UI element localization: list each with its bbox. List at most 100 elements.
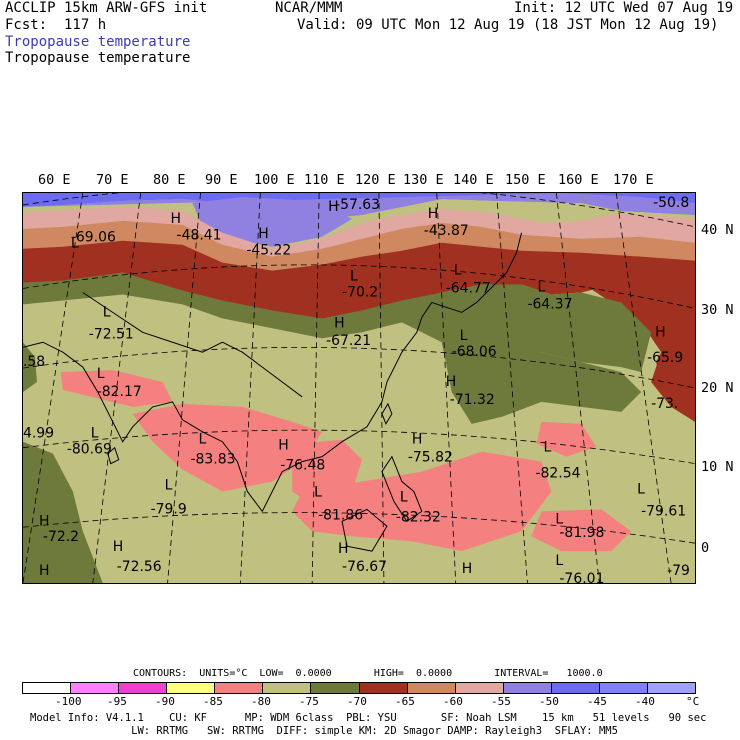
extremum-value: -82.32 <box>396 509 441 525</box>
region-minus85-philippines <box>292 451 552 552</box>
meridian-140e <box>496 193 528 583</box>
extremum-value: -65.9 <box>647 350 683 366</box>
extremum-label: L <box>314 484 322 500</box>
extremum-label: L <box>91 426 99 442</box>
extremum-value: -76.01 <box>559 571 604 584</box>
lon-label-100e: 100 E <box>254 172 295 188</box>
lon-label-90e: 90 E <box>205 172 238 188</box>
extremum-label: L <box>460 328 468 344</box>
extremum-value: -70.2 <box>342 284 378 300</box>
lon-label-60e: 60 E <box>38 172 71 188</box>
coast-borneo <box>341 508 388 552</box>
extremum-value: -79 <box>667 563 690 579</box>
region-minus75-west <box>23 342 37 392</box>
extremum-label: L <box>103 304 111 320</box>
extremum-label: H <box>278 438 288 454</box>
parallel-equator <box>23 512 695 544</box>
coast-arabia-india <box>23 341 183 443</box>
extremum-value: -50.8 <box>653 195 689 211</box>
region-minus55-band <box>23 206 695 259</box>
extremum-value: -57.63 <box>335 197 380 213</box>
region-minus85-india <box>60 370 173 407</box>
extremum-label: H <box>412 432 422 448</box>
extremum-label: H <box>462 561 472 577</box>
region-minus70-east <box>581 272 695 422</box>
extremum-value: -72.56 <box>117 559 162 575</box>
extremum-label: H <box>334 315 344 331</box>
extremum-label: L <box>400 489 408 505</box>
legend-label: -70 <box>347 695 367 708</box>
tropopause-temperature-map: L -69.06 H -48.41 H -45.22 H -57.63 H -4… <box>22 192 696 584</box>
legend-label: -45 <box>587 695 607 708</box>
extremum-value: -83.83 <box>191 452 236 468</box>
legend-swatch <box>119 683 168 693</box>
extremum-label: H <box>428 206 438 222</box>
parallel-30n <box>23 264 695 309</box>
extremum-value: -64.37 <box>527 296 572 312</box>
extremum-label: H <box>338 541 348 557</box>
legend-swatch <box>23 683 72 693</box>
legend-label: -55 <box>491 695 511 708</box>
institution: NCAR/MMM <box>275 0 343 16</box>
lon-label-130e: 130 E <box>403 172 444 188</box>
extremum-value: -45.22 <box>246 243 291 259</box>
valid-time: Valid: 09 UTC Mon 12 Aug 19 (18 JST Mon … <box>297 17 719 33</box>
legend-label: -50 <box>539 695 559 708</box>
extremum-label: H <box>446 374 456 390</box>
extremum-value: -79.61 <box>641 503 686 519</box>
legend-label: -65 <box>395 695 415 708</box>
extremum-value: -75.82 <box>408 450 453 466</box>
extremum-value: -69.06 <box>71 230 116 246</box>
extremum-label: L <box>537 280 545 296</box>
extremum-value: -72.2 <box>43 529 79 545</box>
coast-country-border <box>82 292 303 398</box>
meridian-120e <box>378 193 385 583</box>
extremum-value: -82.17 <box>97 384 142 400</box>
extremum-value: -64.77 <box>446 281 491 297</box>
legend-swatch <box>648 683 696 693</box>
extremum-label: L <box>165 477 173 493</box>
extremum-value: -67.21 <box>326 333 371 349</box>
legend-swatch <box>311 683 360 693</box>
coast-southeast-asia <box>182 317 423 513</box>
meridian-150e <box>556 193 600 583</box>
extremum-value: 4.99 <box>23 426 54 442</box>
coast-korea-japan <box>421 232 522 318</box>
extremum-label: H <box>39 513 49 529</box>
extremum-value: -73. <box>651 396 678 412</box>
extremum-value: -43.87 <box>424 223 469 239</box>
legend-swatch <box>407 683 456 693</box>
extremum-label: H <box>39 563 49 579</box>
coast-taiwan <box>381 402 393 425</box>
lat-label-30n: 30 N <box>701 302 734 318</box>
region-minus85-wpac-small <box>536 421 597 457</box>
extremum-label: L <box>555 553 563 569</box>
extremum-label: L <box>454 263 462 279</box>
legend-label: -80 <box>251 695 271 708</box>
lon-label-70e: 70 E <box>96 172 129 188</box>
color-legend-bar <box>22 682 696 694</box>
model-info-line1: Model Info: V4.1.1 CU: KF MP: WDM 6class… <box>30 712 707 724</box>
legend-label: -75 <box>299 695 319 708</box>
extremum-value: -76.67 <box>342 559 387 575</box>
init-time: Init: 12 UTC Wed 07 Aug 19 <box>514 0 734 16</box>
lon-label-120e: 120 E <box>355 172 396 188</box>
field-label-contour: Tropopause temperature <box>5 50 191 66</box>
model-info-line2: LW: RRTMG SW: RRTMG DIFF: simple KM: 2D … <box>30 725 618 737</box>
region-minus70-band <box>23 240 695 422</box>
legend-unit: °C <box>686 695 700 708</box>
meridian-130e <box>436 193 457 583</box>
lon-label-150e: 150 E <box>505 172 546 188</box>
region-minus75-sw <box>23 441 103 583</box>
region-minus50-north <box>23 193 695 219</box>
legend-label: -60 <box>443 695 463 708</box>
coast-sri-lanka <box>107 446 120 465</box>
lon-label-170e: 170 E <box>613 172 654 188</box>
legend-swatch <box>503 683 552 693</box>
legend-label: -95 <box>107 695 127 708</box>
extremum-label: H <box>328 199 338 215</box>
extremum-label: L <box>637 481 645 497</box>
lat-label-40n: 40 N <box>701 222 734 238</box>
extremum-value: .58 <box>23 354 45 370</box>
legend-swatch <box>167 683 216 693</box>
